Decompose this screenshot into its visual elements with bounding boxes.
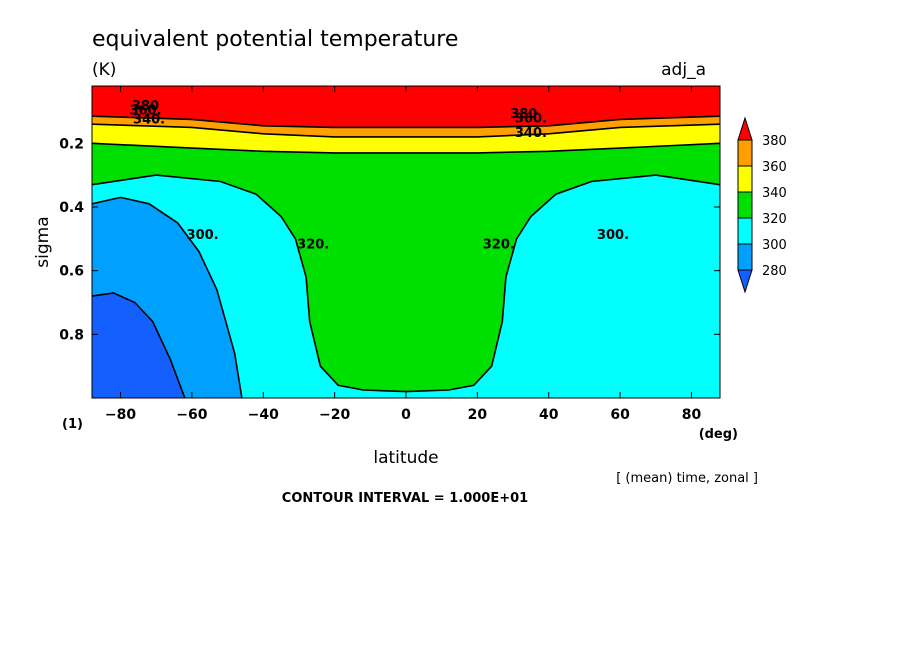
contour-label: 360. — [129, 104, 161, 119]
y-unit-label: (1) — [62, 417, 83, 432]
run-label: adj_a — [661, 60, 706, 80]
contour-line-<280 — [91, 292, 186, 399]
contour-label: 340. — [133, 113, 165, 128]
colorbar: 280 300 320 340 360 380 — [737, 116, 787, 294]
colorbar-box — [737, 217, 753, 245]
y-axis: 0.2 0.4 0.6 0.8 — [59, 136, 720, 343]
y-tick-label: 0.8 — [59, 327, 84, 343]
x-tick-label: 0 — [401, 407, 411, 423]
x-tick-label: 60 — [610, 407, 630, 423]
x-axis: −80 −60 −40 −20 0 20 40 60 80 — [105, 86, 702, 423]
colorbar-box — [737, 243, 753, 271]
colorbar-label: 380 — [762, 134, 787, 149]
contour-interval-text: CONTOUR INTERVAL = 1.000E+01 — [282, 491, 528, 506]
x-unit-label: (deg) — [699, 427, 738, 442]
colorbar-label: 340 — [762, 186, 787, 201]
y-axis-title: sigma — [33, 216, 53, 267]
x-axis-title: latitude — [373, 448, 438, 468]
colorbar-box — [737, 165, 753, 193]
colorbar-box — [737, 191, 753, 219]
contour-line-340-360 — [91, 123, 721, 138]
x-tick-label: 80 — [682, 407, 702, 423]
contour-bands — [92, 86, 720, 398]
chart-title: equivalent potential temperature — [92, 27, 458, 52]
y-tick-label: 0.4 — [59, 200, 84, 216]
x-tick-label: 20 — [468, 407, 488, 423]
colorbar-label: 280 — [762, 264, 787, 279]
contour-line-360-380 — [91, 115, 721, 129]
x-tick-label: −60 — [176, 407, 207, 423]
colorbar-arrow-high — [737, 116, 753, 141]
contour-label: 320. — [297, 237, 329, 252]
contour-line-320-340 — [91, 142, 721, 154]
colorbar-box — [737, 139, 753, 167]
contour-label: 320. — [483, 237, 515, 252]
contour-label: 340. — [515, 126, 547, 141]
contour-label: 300. — [597, 228, 629, 243]
colorbar-label: 320 — [762, 212, 787, 227]
colorbar-label: 300 — [762, 238, 787, 253]
contour-label: 380 — [510, 107, 537, 122]
colorbar-label: 360 — [762, 160, 787, 175]
contour-line-300-320 — [91, 174, 721, 393]
x-tick-label: −20 — [319, 407, 350, 423]
contour-label: 360. — [515, 112, 547, 127]
y-tick-label: 0.6 — [59, 264, 84, 280]
band-300-320 — [92, 175, 720, 398]
y-tick-label: 0.2 — [59, 136, 84, 152]
footnote: [ (mean) time, zonal ] — [616, 471, 758, 486]
contour-line-280-300 — [91, 196, 243, 399]
band-<280 — [92, 292, 185, 398]
contour-label: 380 — [132, 99, 159, 114]
contour-label: 300. — [187, 228, 219, 243]
contour-lines — [91, 115, 721, 399]
x-tick-label: −40 — [248, 407, 279, 423]
units-label: (K) — [92, 60, 116, 80]
x-tick-label: 40 — [539, 407, 559, 423]
x-tick-label: −80 — [105, 407, 136, 423]
